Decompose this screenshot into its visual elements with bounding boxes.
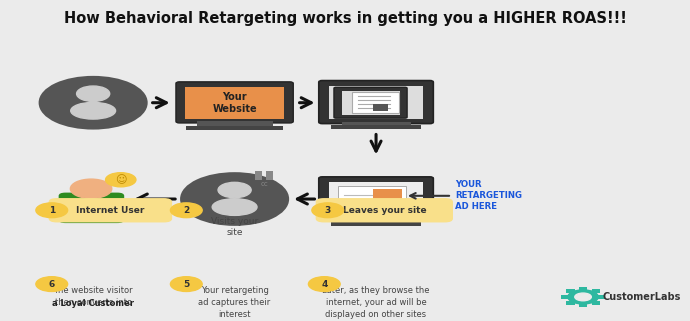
Circle shape: [36, 277, 68, 291]
FancyBboxPatch shape: [334, 87, 407, 118]
Text: ☺: ☺: [115, 175, 126, 185]
Text: Leaves your site: Leaves your site: [342, 206, 426, 215]
Circle shape: [575, 293, 591, 301]
Circle shape: [312, 203, 344, 218]
Text: Internet User: Internet User: [76, 206, 145, 215]
Bar: [197, 121, 273, 126]
Circle shape: [41, 79, 145, 127]
Text: cc: cc: [260, 181, 268, 187]
Circle shape: [568, 290, 598, 304]
Bar: [342, 91, 400, 115]
Circle shape: [106, 173, 136, 187]
Circle shape: [170, 203, 202, 218]
Circle shape: [308, 277, 340, 291]
Text: 1: 1: [48, 206, 55, 215]
Text: The website visitor
then converts into: The website visitor then converts into: [53, 286, 133, 307]
Circle shape: [36, 203, 68, 218]
FancyBboxPatch shape: [352, 92, 399, 113]
FancyBboxPatch shape: [176, 82, 293, 123]
FancyBboxPatch shape: [319, 81, 433, 124]
Text: 4: 4: [321, 280, 328, 289]
Bar: [186, 126, 283, 130]
Text: Later, as they browse the
internet, your ad will be
displayed on other sites: Later, as they browse the internet, your…: [322, 286, 430, 319]
Bar: [597, 295, 605, 299]
Bar: [329, 86, 423, 119]
Bar: [561, 295, 569, 299]
Bar: [373, 104, 388, 111]
Circle shape: [77, 86, 110, 101]
Bar: [579, 303, 587, 307]
Circle shape: [70, 179, 112, 198]
Bar: [266, 171, 273, 180]
Text: 6: 6: [48, 280, 55, 289]
Text: YOUR
RETARGETING
AD HERE: YOUR RETARGETING AD HERE: [455, 180, 522, 212]
Text: 2: 2: [183, 206, 190, 215]
Bar: [373, 189, 402, 211]
Bar: [342, 122, 411, 126]
Text: How Behavioral Retargeting works in getting you a HIGHER ROAS!!!: How Behavioral Retargeting works in gett…: [63, 11, 627, 26]
Text: Your retargeting
ad captures their
interest: Your retargeting ad captures their inter…: [199, 286, 270, 319]
Ellipse shape: [213, 199, 257, 215]
Bar: [591, 301, 600, 305]
Text: Visits your
site: Visits your site: [211, 217, 258, 238]
Circle shape: [183, 175, 286, 223]
FancyBboxPatch shape: [59, 193, 124, 223]
Bar: [255, 171, 262, 180]
Bar: [185, 87, 284, 119]
Bar: [331, 125, 421, 129]
FancyBboxPatch shape: [316, 198, 453, 222]
Bar: [329, 182, 423, 215]
FancyBboxPatch shape: [338, 186, 406, 213]
FancyBboxPatch shape: [319, 177, 433, 220]
Bar: [591, 289, 600, 293]
Circle shape: [218, 182, 251, 198]
Bar: [331, 221, 421, 226]
Text: CustomerLabs: CustomerLabs: [602, 292, 681, 302]
Ellipse shape: [71, 102, 116, 119]
Text: 3: 3: [324, 206, 331, 215]
Bar: [566, 301, 575, 305]
Text: a Loyal Customer: a Loyal Customer: [52, 299, 134, 308]
Text: Your
Website: Your Website: [213, 91, 257, 114]
Text: 5: 5: [183, 280, 190, 289]
Bar: [566, 289, 575, 293]
FancyBboxPatch shape: [48, 198, 172, 222]
Bar: [342, 218, 411, 222]
Circle shape: [170, 277, 202, 291]
Bar: [579, 287, 587, 291]
